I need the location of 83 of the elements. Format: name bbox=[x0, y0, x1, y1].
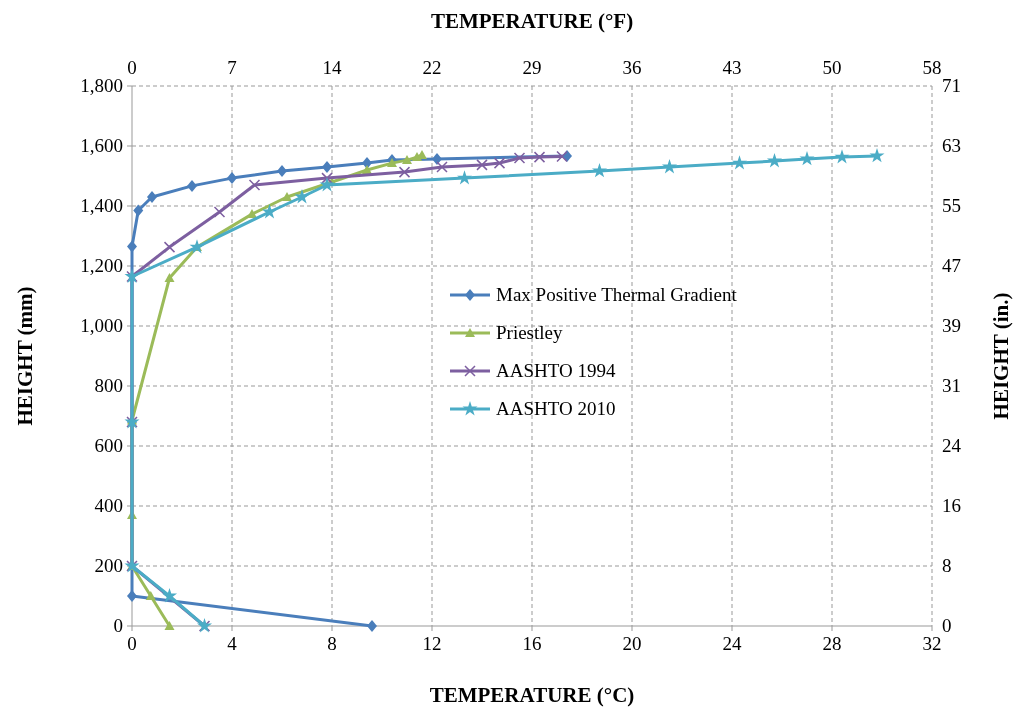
y-tick-label: 800 bbox=[94, 375, 123, 396]
x-tick-label: 8 bbox=[327, 633, 337, 654]
point bbox=[145, 591, 156, 600]
point bbox=[164, 621, 175, 630]
y2-tick-label: 71 bbox=[942, 75, 961, 96]
x2-tick-label: 50 bbox=[822, 57, 842, 78]
point bbox=[591, 163, 608, 178]
legend-label: AASHTO 1994 bbox=[496, 360, 616, 381]
y-tick-label: 1,200 bbox=[80, 255, 123, 276]
y2-tick-label: 16 bbox=[942, 494, 961, 516]
x2-tick-label: 29 bbox=[522, 57, 542, 78]
point bbox=[869, 148, 885, 163]
y-axis-title: HEIGHT (mm) bbox=[13, 286, 37, 426]
x-axis-title: TEMPERATURE (°C) bbox=[429, 683, 635, 707]
point bbox=[432, 152, 442, 165]
point bbox=[247, 209, 257, 219]
y2-tick-label: 31 bbox=[942, 374, 961, 396]
point bbox=[282, 192, 292, 201]
point bbox=[163, 241, 176, 253]
point bbox=[799, 151, 815, 166]
y-tick-label: 1,000 bbox=[80, 315, 123, 336]
y-tick-label: 1,800 bbox=[80, 75, 123, 96]
x2-tick-label: 0 bbox=[127, 57, 137, 78]
point bbox=[187, 179, 197, 192]
x2-tick-label: 43 bbox=[722, 57, 742, 78]
y2-tick-label: 39 bbox=[942, 315, 961, 337]
x2-tick-label: 22 bbox=[422, 57, 442, 78]
x-tick-label: 28 bbox=[822, 633, 842, 654]
y-tick-label: 0 bbox=[113, 615, 123, 636]
point bbox=[513, 152, 526, 164]
y2-tick-label: 8 bbox=[942, 555, 952, 577]
point bbox=[834, 149, 850, 164]
point bbox=[556, 150, 568, 163]
x-tick-label: 0 bbox=[127, 633, 137, 654]
x-tick-label: 24 bbox=[722, 633, 742, 654]
y-tick-label: 1,400 bbox=[80, 195, 123, 216]
point bbox=[398, 166, 411, 178]
point bbox=[277, 164, 287, 177]
point bbox=[367, 620, 377, 632]
point bbox=[476, 159, 488, 171]
point bbox=[261, 204, 278, 219]
point bbox=[213, 206, 226, 218]
point bbox=[161, 588, 178, 603]
point bbox=[766, 153, 783, 168]
point bbox=[164, 273, 175, 282]
point bbox=[127, 590, 137, 602]
y2-tick-label: 63 bbox=[942, 135, 961, 157]
point bbox=[731, 155, 748, 170]
point bbox=[321, 172, 333, 184]
legend-label: Max Positive Thermal Gradient bbox=[496, 284, 738, 305]
y2-axis-title: HEIGHT (in.) bbox=[989, 292, 1013, 420]
y2-tick-label: 47 bbox=[942, 255, 961, 277]
point bbox=[133, 204, 144, 217]
point bbox=[456, 170, 473, 185]
x-tick-label: 32 bbox=[922, 633, 942, 654]
y-tick-label: 400 bbox=[94, 495, 123, 516]
x2-tick-label: 58 bbox=[922, 57, 942, 78]
point bbox=[322, 161, 332, 173]
y-tick-label: 600 bbox=[94, 435, 123, 456]
x-tick-label: 4 bbox=[227, 633, 238, 654]
legend-label: AASHTO 2010 bbox=[496, 398, 616, 419]
x-tick-label: 12 bbox=[422, 633, 442, 654]
y2-tick-label: 0 bbox=[942, 615, 952, 636]
y2-tick-label: 24 bbox=[942, 435, 962, 457]
point bbox=[387, 158, 397, 168]
legend-label: Priestley bbox=[496, 322, 563, 343]
y-tick-label: 200 bbox=[94, 555, 123, 576]
x-tick-label: 16 bbox=[522, 633, 542, 654]
point bbox=[493, 157, 506, 169]
point bbox=[533, 151, 546, 163]
point bbox=[147, 191, 157, 203]
point bbox=[402, 155, 412, 165]
point bbox=[661, 159, 678, 174]
y-tick-label: 1,600 bbox=[80, 135, 123, 156]
point bbox=[227, 172, 237, 185]
x2-tick-label: 36 bbox=[622, 57, 642, 78]
point bbox=[248, 179, 261, 191]
x2-tick-label: 7 bbox=[227, 57, 237, 78]
x2-tick-label: 14 bbox=[322, 57, 342, 78]
x2-axis-title: TEMPERATURE (°F) bbox=[430, 9, 634, 33]
y2-tick-label: 55 bbox=[942, 195, 961, 217]
point bbox=[436, 161, 448, 173]
x-tick-label: 20 bbox=[622, 633, 642, 654]
